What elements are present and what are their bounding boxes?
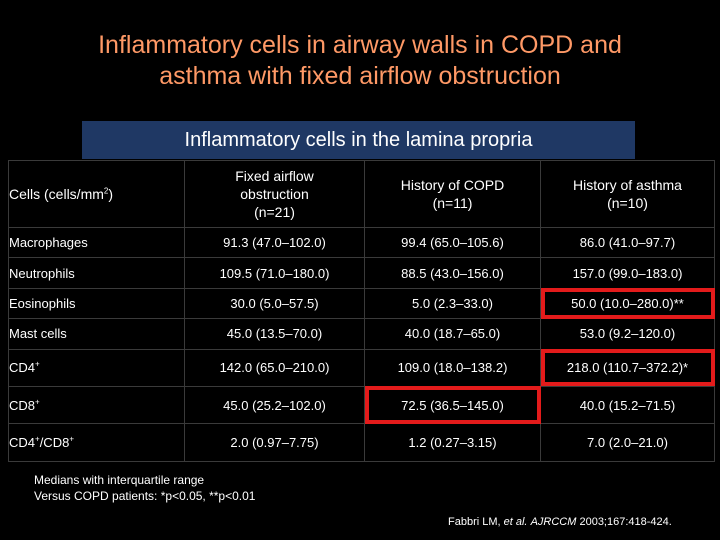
slide-title-line2: asthma with fixed airflow obstruction bbox=[159, 62, 561, 90]
header-fixed-airflow: Fixed airflow obstruction (n=21) bbox=[184, 160, 365, 228]
header-asthma-line1: History of asthma bbox=[573, 177, 682, 193]
cell-fixed: 2.0 (0.97–7.75) bbox=[184, 423, 365, 462]
table-row: CD4+/CD8+ 2.0 (0.97–7.75) 1.2 (0.27–3.15… bbox=[8, 423, 715, 462]
citation-etal: et al. bbox=[503, 516, 528, 528]
row-label-tail: /CD8 bbox=[39, 435, 70, 451]
table-row: Macrophages 91.3 (47.0–102.0) 99.4 (65.0… bbox=[8, 226, 715, 259]
header-cells-end: ) bbox=[108, 186, 114, 202]
header-cells: Cells (cells/mm2) bbox=[8, 160, 185, 228]
table-row: Eosinophils 30.0 (5.0–57.5) 5.0 (2.3–33.… bbox=[8, 287, 715, 320]
row-label-text: Macrophages bbox=[9, 235, 88, 251]
cell-copd: 99.4 (65.0–105.6) bbox=[364, 226, 541, 259]
header-fixed-line3: (n=21) bbox=[254, 204, 295, 220]
row-label: Neutrophils bbox=[8, 257, 185, 289]
cell-asthma: 157.0 (99.0–183.0) bbox=[540, 257, 715, 289]
cell-asthma-highlighted: 218.0 (110.7–372.2)* bbox=[540, 348, 715, 387]
header-history-copd: History of COPD (n=11) bbox=[364, 160, 541, 228]
citation-rest: 2003;167:418-424. bbox=[576, 516, 672, 528]
header-cells-sup: 2 bbox=[103, 186, 109, 196]
cell-copd-highlighted: 72.5 (36.5–145.0) bbox=[364, 385, 541, 425]
header-fixed-line1: Fixed airflow bbox=[235, 168, 314, 184]
table-row: Mast cells 45.0 (13.5–70.0) 40.0 (18.7–6… bbox=[8, 318, 715, 350]
cell-fixed: 45.0 (13.5–70.0) bbox=[184, 318, 365, 350]
cell-copd: 5.0 (2.3–33.0) bbox=[364, 287, 541, 320]
row-label: CD4+ bbox=[8, 348, 185, 387]
row-label-sup: + bbox=[35, 434, 40, 444]
table-header-row: Cells (cells/mm2) Fixed airflow obstruct… bbox=[8, 160, 715, 228]
header-asthma-line2: (n=10) bbox=[607, 195, 648, 211]
row-label: Eosinophils bbox=[8, 287, 185, 320]
row-label: Macrophages bbox=[8, 226, 185, 259]
row-label-text: CD4 bbox=[9, 435, 36, 451]
citation: Fabbri LM, et al. AJRCCM 2003;167:418-42… bbox=[448, 516, 672, 528]
row-label-sup: + bbox=[35, 397, 40, 407]
cell-copd: 1.2 (0.27–3.15) bbox=[364, 423, 541, 462]
footnote-medians: Medians with interquartile range bbox=[34, 473, 205, 487]
footnote-significance: Versus COPD patients: *p<0.05, **p<0.01 bbox=[34, 489, 256, 503]
row-label-text: Neutrophils bbox=[9, 265, 75, 281]
row-label: CD8+ bbox=[8, 385, 185, 425]
cell-asthma-highlighted: 50.0 (10.0–280.0)** bbox=[540, 287, 715, 320]
header-history-asthma: History of asthma (n=10) bbox=[540, 160, 715, 228]
cell-asthma: 40.0 (15.2–71.5) bbox=[540, 385, 715, 425]
cell-fixed: 142.0 (65.0–210.0) bbox=[184, 348, 365, 387]
cell-fixed: 109.5 (71.0–180.0) bbox=[184, 257, 365, 289]
row-label: Mast cells bbox=[8, 318, 185, 350]
cells-table: Cells (cells/mm2) Fixed airflow obstruct… bbox=[8, 160, 715, 462]
header-cells-main: Cells (cells/mm bbox=[9, 186, 104, 202]
slide-title-line1: Inflammatory cells in airway walls in CO… bbox=[98, 31, 622, 59]
row-label-text: Mast cells bbox=[9, 326, 67, 342]
cell-fixed: 91.3 (47.0–102.0) bbox=[184, 226, 365, 259]
slide-title: Inflammatory cells in airway walls in CO… bbox=[0, 30, 720, 92]
cell-asthma: 7.0 (2.0–21.0) bbox=[540, 423, 715, 462]
cell-asthma: 86.0 (41.0–97.7) bbox=[540, 226, 715, 259]
row-label-text: Eosinophils bbox=[9, 295, 76, 311]
citation-journal: AJRCCM bbox=[530, 516, 577, 528]
header-fixed-line2: obstruction bbox=[240, 186, 309, 202]
header-copd-line1: History of COPD bbox=[400, 177, 505, 193]
table-row: CD8+ 45.0 (25.2–102.0) 72.5 (36.5–145.0)… bbox=[8, 385, 715, 425]
citation-author: Fabbri LM, bbox=[448, 516, 504, 528]
table-row: CD4+ 142.0 (65.0–210.0) 109.0 (18.0–138.… bbox=[8, 348, 715, 387]
row-label-text: CD8 bbox=[9, 397, 36, 413]
section-band: Inflammatory cells in the lamina propria bbox=[82, 121, 635, 159]
cell-fixed: 30.0 (5.0–57.5) bbox=[184, 287, 365, 320]
cell-asthma: 53.0 (9.2–120.0) bbox=[540, 318, 715, 350]
row-label-sup2: + bbox=[69, 434, 74, 444]
row-label-sup: + bbox=[35, 359, 40, 369]
row-label-text: CD4 bbox=[9, 360, 36, 376]
cell-copd: 109.0 (18.0–138.2) bbox=[364, 348, 541, 387]
cell-copd: 40.0 (18.7–65.0) bbox=[364, 318, 541, 350]
row-label: CD4+/CD8+ bbox=[8, 423, 185, 462]
footnotes: Medians with interquartile range Versus … bbox=[34, 472, 255, 504]
header-copd-line2: (n=11) bbox=[432, 195, 473, 211]
cell-copd: 88.5 (43.0–156.0) bbox=[364, 257, 541, 289]
table-row: Neutrophils 109.5 (71.0–180.0) 88.5 (43.… bbox=[8, 257, 715, 289]
cell-fixed: 45.0 (25.2–102.0) bbox=[184, 385, 365, 425]
